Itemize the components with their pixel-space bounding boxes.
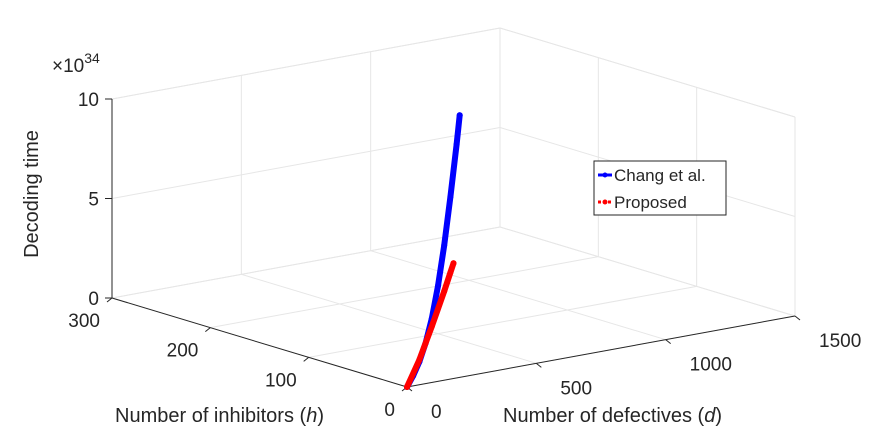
grid-line-z-back — [111, 127, 501, 199]
x-tick-label: 0 — [431, 402, 442, 423]
y-tick-label: 0 — [384, 400, 395, 421]
legend-marker-proposed — [602, 199, 608, 205]
series-point-1 — [450, 260, 457, 267]
series-point-0 — [453, 141, 460, 148]
x-axis-label: Number of defectives (d) — [503, 405, 722, 427]
series-line-0 — [404, 112, 463, 390]
x-tick-mark — [794, 315, 801, 321]
series-layer — [404, 112, 463, 390]
legend: Chang et al. Proposed — [593, 160, 727, 216]
z-axis-label: Decoding time — [21, 130, 43, 258]
y-axis-label: Number of inhibitors (h) — [115, 405, 324, 427]
grid-line-y-floor — [111, 226, 501, 299]
grid-line-x-floor — [241, 273, 537, 364]
grid-line-y-floor — [308, 285, 697, 358]
series-point-1 — [447, 269, 454, 276]
x-tick-label: 1500 — [819, 331, 861, 352]
legend-marker-chang — [602, 172, 608, 178]
x-tick-mark — [536, 362, 542, 368]
legend-box — [593, 160, 727, 216]
series-point-0 — [435, 282, 441, 289]
y-tick-label: 200 — [167, 341, 199, 362]
y-tick-label: 300 — [68, 311, 100, 332]
grid-line-x-floor — [499, 226, 796, 317]
y-tick-mark — [303, 356, 309, 362]
box-edge-top-back — [111, 27, 501, 100]
y-tick-mark — [205, 327, 211, 333]
series-point-1 — [416, 356, 423, 363]
legend-label-chang: Chang et al. — [614, 166, 706, 185]
y-tick-label: 100 — [265, 370, 297, 391]
x-axis-line — [406, 315, 796, 388]
series-point-0 — [441, 242, 448, 249]
z-multiplier: ×1034 — [52, 50, 100, 77]
z-tick-label: 0 — [88, 289, 99, 310]
series-point-1 — [441, 288, 448, 295]
series-point-0 — [447, 193, 454, 200]
x-tick-mark — [665, 339, 671, 345]
series-point-1 — [404, 384, 410, 390]
grid-line-x-floor — [370, 250, 666, 341]
legend-label-proposed: Proposed — [614, 193, 687, 212]
y-axis-line — [111, 297, 408, 388]
x-tick-label: 500 — [560, 378, 592, 399]
y-tick-mark — [106, 297, 113, 303]
series-point-1 — [428, 323, 435, 330]
x-tick-label: 1000 — [690, 355, 732, 376]
z-tick-label: 10 — [78, 90, 99, 111]
grid-line-y-floor — [210, 256, 599, 329]
series-point-0 — [456, 112, 463, 119]
z-tick-label: 5 — [88, 190, 99, 211]
box-edge-top-side — [499, 27, 796, 118]
axes — [105, 98, 801, 392]
